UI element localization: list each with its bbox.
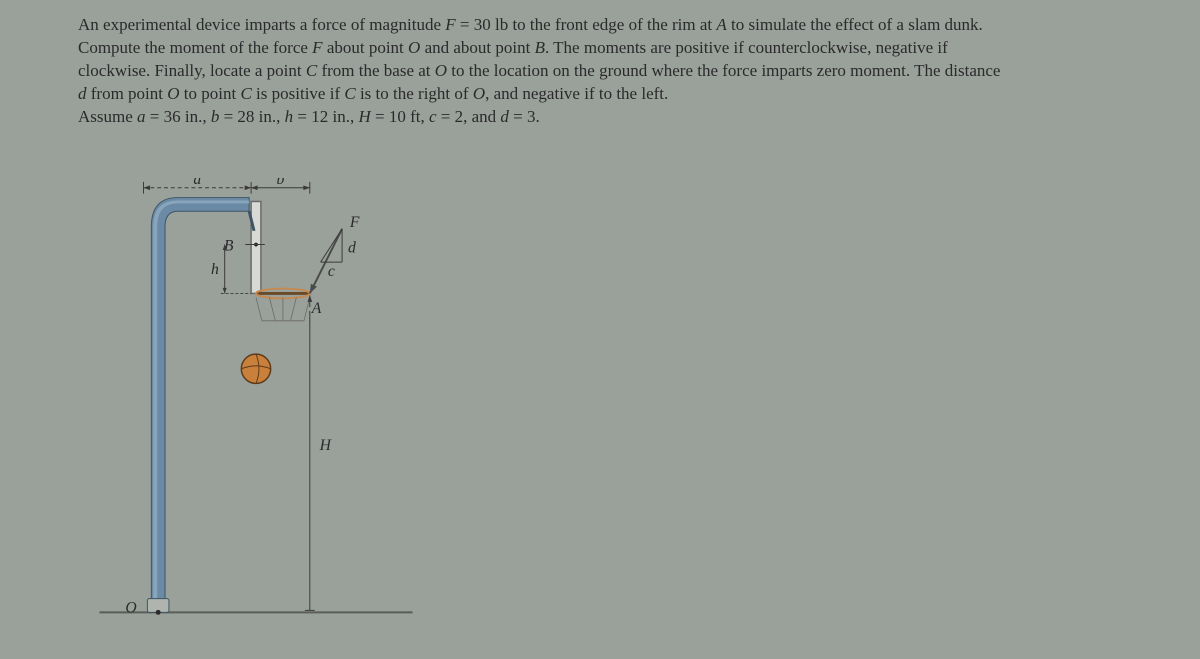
pt-C: C	[344, 84, 355, 103]
text: = 30 lb to the front edge of the rim at	[456, 15, 717, 34]
page-root: An experimental device imparts a force o…	[0, 0, 1200, 659]
text: = 28 in.,	[219, 107, 284, 126]
text: . The moments are positive if counterclo…	[545, 38, 948, 57]
svg-text:h: h	[211, 261, 219, 278]
pt-C: C	[240, 84, 251, 103]
problem-statement: An experimental device imparts a force o…	[78, 14, 1138, 129]
text: = 3.	[509, 107, 540, 126]
text: , and negative if to the left.	[485, 84, 668, 103]
text: to simulate the effect of a slam dunk.	[727, 15, 983, 34]
svg-text:a: a	[193, 178, 201, 188]
var-F: F	[445, 15, 455, 34]
pt-O: O	[473, 84, 485, 103]
text: clockwise. Finally, locate a point	[78, 61, 306, 80]
svg-text:H: H	[319, 437, 332, 454]
var-a: a	[137, 107, 146, 126]
text: Assume	[78, 107, 137, 126]
svg-text:B: B	[224, 237, 234, 254]
var-d: d	[500, 107, 509, 126]
pt-B: B	[535, 38, 545, 57]
text: about point	[323, 38, 408, 57]
svg-text:O: O	[125, 599, 136, 616]
text: to point	[180, 84, 241, 103]
text: An experimental device imparts a force o…	[78, 15, 445, 34]
svg-text:F: F	[349, 214, 360, 231]
text: and about point	[420, 38, 534, 57]
var-h: h	[285, 107, 294, 126]
svg-text:b: b	[277, 178, 285, 188]
pt-O: O	[408, 38, 420, 57]
svg-text:d: d	[348, 239, 356, 256]
var-F: F	[312, 38, 322, 57]
text: is positive if	[252, 84, 345, 103]
pt-C: C	[306, 61, 317, 80]
text: = 12 in.,	[293, 107, 358, 126]
pt-O: O	[167, 84, 179, 103]
pt-A: A	[716, 15, 726, 34]
text: = 36 in.,	[146, 107, 211, 126]
text: is to the right of	[356, 84, 473, 103]
text: = 10 ft,	[371, 107, 429, 126]
figure-diagram: a b Bh A Fdc H O	[96, 178, 416, 628]
text: Compute the moment of the force	[78, 38, 312, 57]
svg-text:c: c	[328, 263, 335, 280]
var-H: H	[358, 107, 370, 126]
text: from the base at	[317, 61, 435, 80]
svg-text:A: A	[311, 300, 322, 317]
diagram-svg: a b Bh A Fdc H O	[96, 178, 416, 628]
text: to the location on the ground where the …	[447, 61, 1000, 80]
pt-O: O	[435, 61, 447, 80]
var-c: c	[429, 107, 437, 126]
var-d: d	[78, 84, 87, 103]
text: from point	[87, 84, 168, 103]
text: = 2, and	[437, 107, 501, 126]
